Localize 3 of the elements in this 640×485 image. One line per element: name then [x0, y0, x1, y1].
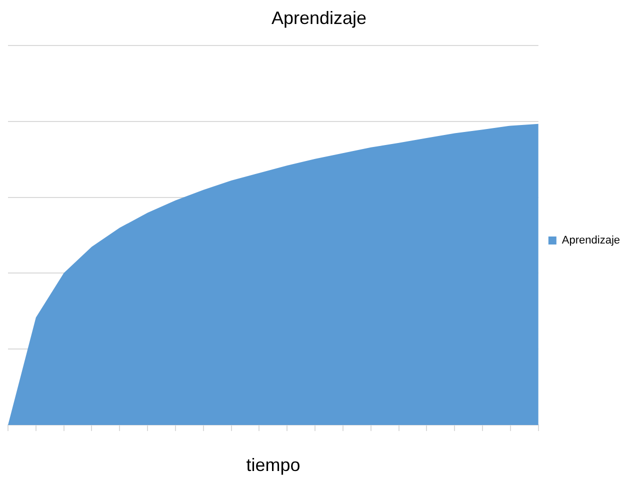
x-axis-title: tiempo — [246, 455, 300, 476]
legend-label: Aprendizaje — [562, 234, 620, 247]
chart-title: Aprendizaje — [271, 8, 367, 28]
